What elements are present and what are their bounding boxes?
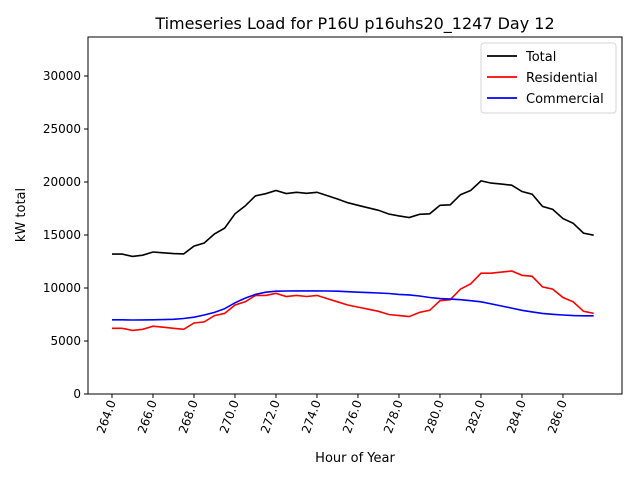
x-tick-label: 282.0 [463,398,488,435]
y-tick-label: 15000 [43,228,81,242]
x-tick-label: 272.0 [258,398,283,435]
x-tick-label: 284.0 [504,398,529,435]
x-tick-label: 278.0 [381,398,406,435]
legend: Total Residential Commercial [480,42,617,114]
y-tick-label: 20000 [43,175,81,189]
legend-label-commercial: Commercial [526,92,604,107]
y-tick-label: 30000 [43,69,81,83]
legend-label-total: Total [525,50,556,65]
x-tick-label: 270.0 [217,398,242,435]
y-tick-label: 25000 [43,122,81,136]
y-tick-label: 0 [73,387,81,401]
x-axis-label: Hour of Year [315,451,395,466]
x-tick-label: 266.0 [135,398,160,435]
series-line-commercial [112,290,594,321]
y-tick-label: 5000 [50,334,81,348]
x-tick-label: 280.0 [422,398,447,435]
legend-label-residential: Residential [526,71,598,86]
x-tick-label: 276.0 [340,398,365,435]
plot-frame [87,36,623,395]
x-tick-label: 268.0 [176,398,201,435]
x-tick-label: 274.0 [299,398,324,435]
y-axis-label: kW total [14,188,29,242]
x-tick-label: 264.0 [94,398,119,435]
series-line-residential [112,270,594,332]
x-tick-label: 286.0 [545,398,570,435]
series-line-total [112,180,594,258]
y-tick-label: 10000 [43,281,81,295]
chart-title: Timeseries Load for P16U p16uhs20_1247 D… [154,14,554,34]
